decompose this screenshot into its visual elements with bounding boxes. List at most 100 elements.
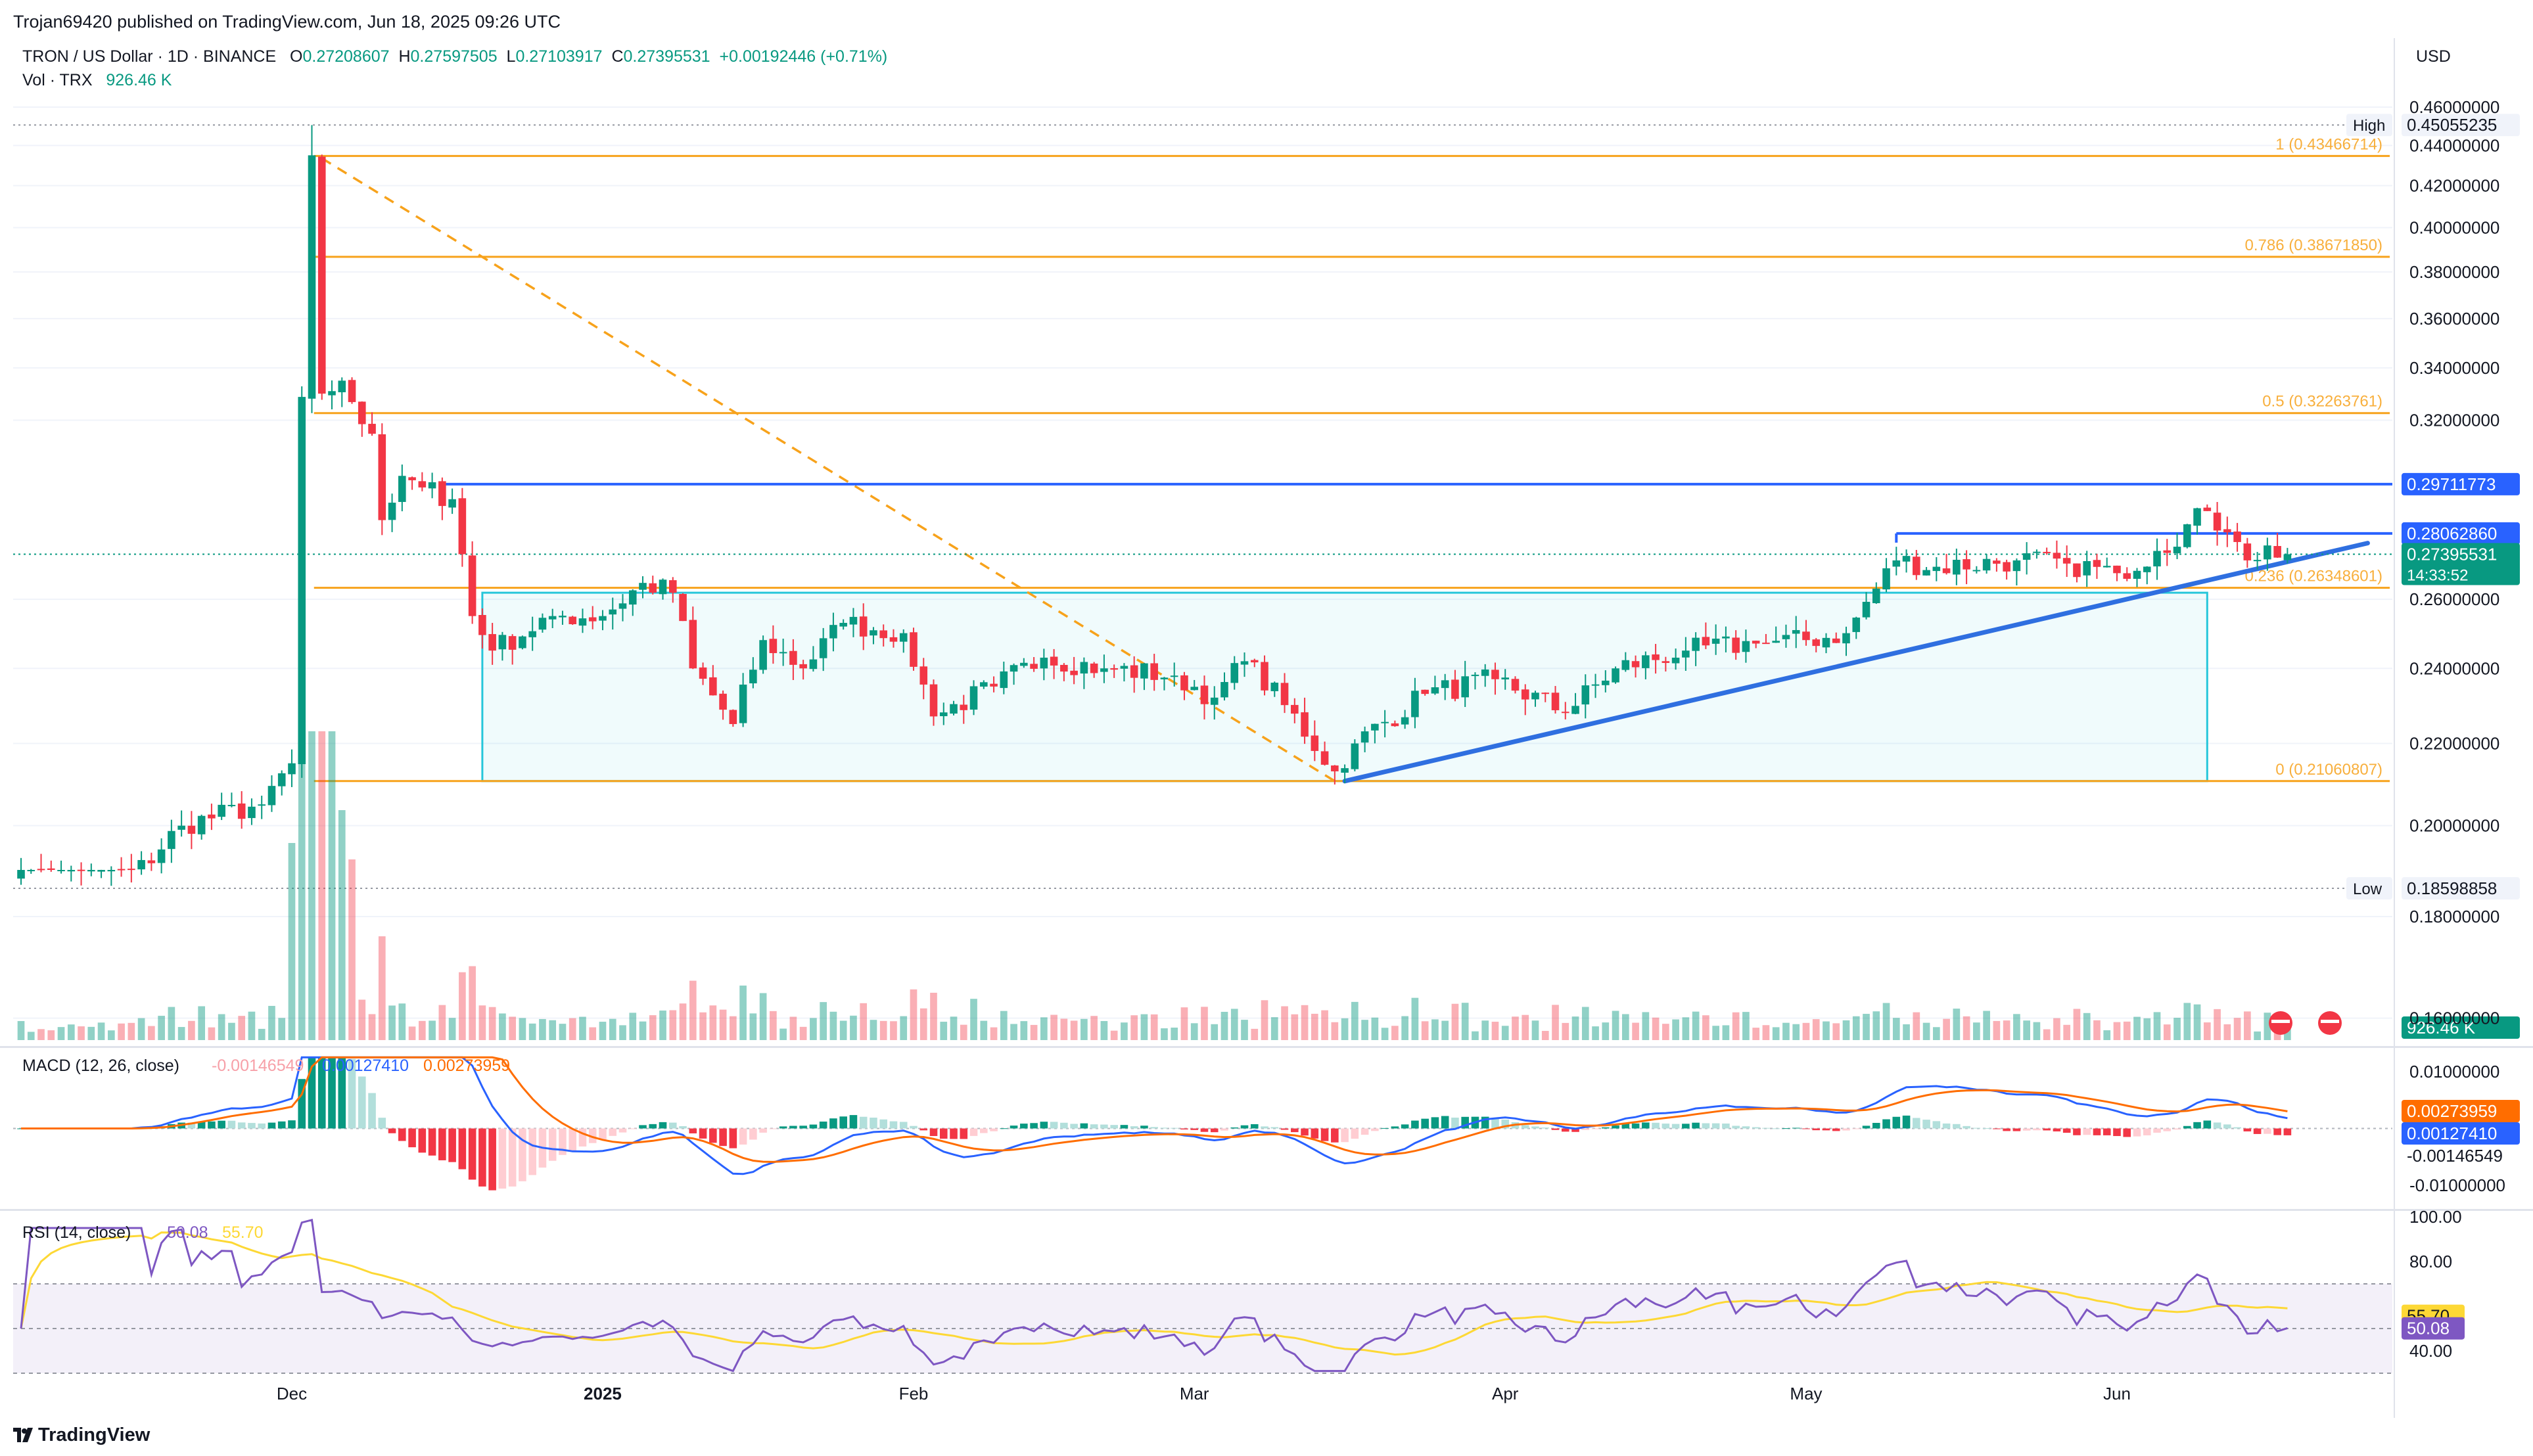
volume-bar	[579, 1016, 586, 1040]
volume-bar	[148, 1026, 155, 1040]
candle-body	[2193, 508, 2201, 526]
volume-bar	[1993, 1020, 2001, 1040]
macd-histogram-bar	[729, 1128, 737, 1149]
volume-bar	[669, 1010, 677, 1040]
event-flag-stripe	[2321, 1020, 2339, 1023]
symbol-legend: TRON / US Dollar · 1D · BINANCE O0.27208…	[22, 47, 887, 66]
volume-bar	[1381, 1028, 1389, 1040]
candle-body	[2053, 553, 2061, 559]
volume-bar	[338, 810, 346, 1040]
candle-body	[628, 590, 637, 605]
candle-body	[1902, 556, 1911, 562]
candle-body	[2213, 512, 2221, 531]
candle-body	[1431, 687, 1439, 694]
macd-pane-divider[interactable]	[0, 1046, 2533, 1048]
macd-histogram-bar	[1711, 1123, 1720, 1129]
volume-bar	[2033, 1022, 2041, 1040]
volume-bar	[919, 1008, 927, 1040]
volume-bar	[810, 1018, 817, 1040]
volume-bar	[1963, 1016, 1970, 1040]
candle-body	[1602, 680, 1610, 685]
volume-bar	[17, 1021, 25, 1040]
macd-histogram-bar	[1812, 1128, 1821, 1131]
event-flag-stripe	[2271, 1020, 2290, 1023]
tradingview-brand[interactable]: TradingView	[13, 1424, 150, 1446]
candle-body	[1230, 663, 1239, 683]
volume-bar	[1552, 1005, 1559, 1040]
macd-histogram-bar	[2173, 1128, 2181, 1130]
candle-body	[749, 670, 757, 684]
candle-body	[1742, 641, 1750, 652]
volume-bar	[308, 731, 315, 1040]
candle-body	[569, 616, 577, 625]
macd-histogram-bar	[1732, 1126, 1740, 1129]
macd-histogram-bar	[939, 1128, 948, 1139]
candle-body	[979, 682, 988, 687]
candle-body	[1050, 656, 1058, 666]
macd-histogram-bar	[679, 1126, 687, 1129]
macd-histogram-bar	[1230, 1127, 1239, 1129]
macd-histogram-bar	[1822, 1128, 1830, 1131]
candle-body	[1381, 721, 1389, 723]
macd-histogram-bar	[2062, 1128, 2071, 1133]
candle-body	[1160, 677, 1169, 679]
volume-bar	[268, 1005, 275, 1040]
volume-bar	[2073, 1009, 2081, 1040]
volume-bar	[639, 1021, 647, 1040]
volume-bar	[729, 1016, 737, 1040]
price-tick-label: 0.32000000	[2409, 411, 2499, 430]
symbol-title[interactable]: TRON / US Dollar · 1D · BINANCE	[22, 47, 277, 66]
currency-label[interactable]: USD	[2416, 47, 2451, 66]
candle-body	[1481, 669, 1489, 676]
candle-body	[1692, 637, 1700, 651]
macd-histogram-bar	[2223, 1124, 2231, 1129]
volume-bar	[1692, 1011, 1700, 1040]
volume-bar	[27, 1032, 35, 1040]
candle-body	[1772, 641, 1780, 643]
candle-body	[1411, 691, 1419, 717]
price-tick-label: 0.18000000	[2409, 907, 2499, 926]
volume-bar	[1903, 1024, 1910, 1040]
candle-body	[679, 594, 687, 622]
candle-body	[859, 616, 868, 637]
candle-body	[338, 380, 346, 393]
volume-bar	[258, 1028, 266, 1040]
macd-histogram-bar	[1501, 1120, 1510, 1129]
macd-histogram-bar	[578, 1128, 587, 1147]
macd-histogram-bar	[870, 1118, 877, 1129]
rsi-pane: 100.00 80.00 40.00 55.70 50.08	[13, 1207, 2465, 1374]
candle-body	[328, 391, 336, 396]
volume-bar	[1541, 1030, 1549, 1040]
volume-bar	[1351, 1001, 1359, 1040]
macd-histogram-bar	[859, 1116, 868, 1129]
macd-histogram-bar	[2203, 1120, 2212, 1129]
volume-bar	[1792, 1024, 1800, 1040]
volume-bar	[318, 731, 326, 1040]
macd-histogram-bar	[498, 1128, 507, 1189]
volume-bar	[478, 1005, 486, 1040]
volume-label[interactable]: Vol · TRX	[22, 71, 93, 89]
candle-body	[719, 693, 727, 710]
candle-body	[1421, 689, 1429, 694]
macd-histogram-bar	[659, 1122, 667, 1129]
macd-histogram-bar	[548, 1128, 557, 1161]
macd-histogram-bar	[468, 1128, 476, 1180]
macd-histogram-bar	[1150, 1127, 1158, 1129]
macd-histogram-bar	[1190, 1128, 1199, 1130]
low-tag-bg	[2346, 877, 2392, 900]
macd-histogram-bar	[1140, 1126, 1148, 1129]
volume-axis-label-bg	[2402, 1016, 2520, 1039]
candle-body	[1922, 570, 1930, 576]
macd-histogram-bar	[2143, 1128, 2151, 1135]
macd-histogram-bar	[1301, 1128, 1309, 1136]
volume-axis-label: 926.46 K	[2407, 1018, 2476, 1037]
macd-histogram-bar	[1692, 1122, 1700, 1129]
fib-level-label: 1 (0.43466714)	[2275, 135, 2382, 153]
macd-histogram-bar	[1602, 1127, 1610, 1129]
macd-histogram-bar	[1621, 1124, 1630, 1129]
volume-bar	[1311, 1013, 1318, 1040]
time-tick-label: Dec	[277, 1384, 307, 1403]
macd-histogram-bar	[218, 1120, 225, 1129]
rsi-pane-divider[interactable]	[0, 1209, 2533, 1211]
